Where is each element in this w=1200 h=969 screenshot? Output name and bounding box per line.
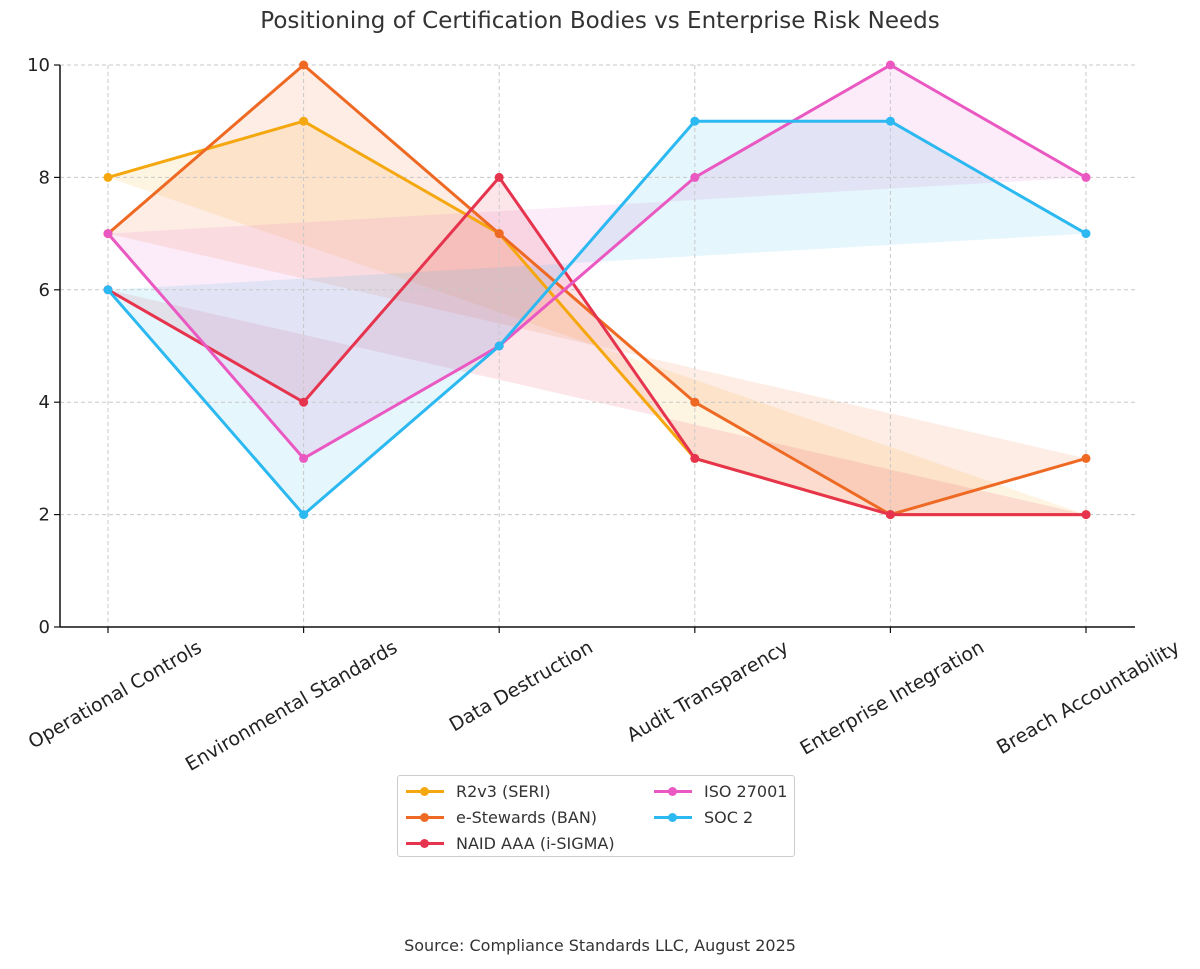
legend-swatch-iso-27001 <box>652 784 694 798</box>
point-soc-2-audit-transparency <box>690 116 700 126</box>
x-tick-label-enterprise-integration: Enterprise Integration <box>796 636 988 759</box>
point-naid-aaa-i-sigma-environmental-standards <box>299 397 309 407</box>
series-fill-soc-2 <box>108 121 1086 515</box>
point-r2v3-seri-environmental-standards <box>299 116 309 126</box>
legend-item-iso-27001: ISO 27001 <box>652 780 787 802</box>
point-soc-2-enterprise-integration <box>885 116 895 126</box>
legend-swatch-soc-2 <box>652 810 694 824</box>
x-tick-label-audit-transparency: Audit Transparency <box>623 636 792 746</box>
series-fill-r2v3-seri <box>108 121 1086 515</box>
point-naid-aaa-i-sigma-enterprise-integration <box>885 510 895 520</box>
point-iso-27001-breach-accountability <box>1081 172 1091 182</box>
legend-item-r2v3: R2v3 (SERI) <box>404 780 551 802</box>
point-e-stewards-ban-audit-transparency <box>690 397 700 407</box>
point-iso-27001-enterprise-integration <box>885 60 895 70</box>
point-r2v3-seri-operational-controls <box>103 172 113 182</box>
point-e-stewards-ban-data-destruction <box>494 229 504 239</box>
source-note: Source: Compliance Standards LLC, August… <box>404 936 796 955</box>
x-tick-label-data-destruction: Data Destruction <box>446 636 597 736</box>
y-tick-label-2: 2 <box>39 505 50 526</box>
legend-swatch-naid-aaa <box>404 836 446 850</box>
y-tick-label-4: 4 <box>39 392 50 413</box>
y-tick-label-6: 6 <box>39 280 50 301</box>
point-soc-2-operational-controls <box>103 285 113 295</box>
point-naid-aaa-i-sigma-breach-accountability <box>1081 510 1091 520</box>
legend-item-naid-aaa: NAID AAA (i-SIGMA) <box>404 832 615 854</box>
legend-label-soc-2: SOC 2 <box>704 807 754 827</box>
series-fill-e-stewards-ban <box>108 65 1086 515</box>
legend-label-r2v3: R2v3 (SERI) <box>456 781 551 801</box>
legend-swatch-e-stewards <box>404 810 446 824</box>
y-tick-label-0: 0 <box>39 617 50 638</box>
x-tick-label-breach-accountability: Breach Accountability <box>993 636 1183 759</box>
point-soc-2-breach-accountability <box>1081 229 1091 239</box>
point-iso-27001-operational-controls <box>103 229 113 239</box>
x-tick-label-operational-controls: Operational Controls <box>25 636 206 753</box>
legend-item-soc-2: SOC 2 <box>652 806 753 828</box>
chart-title: Positioning of Certification Bodies vs E… <box>260 8 940 34</box>
x-tick-label-environmental-standards: Environmental Standards <box>182 636 401 775</box>
legend-item-e-stewards: e-Stewards (BAN) <box>404 806 597 828</box>
point-iso-27001-audit-transparency <box>690 172 700 182</box>
legend-label-iso-27001: ISO 27001 <box>704 781 788 801</box>
point-naid-aaa-i-sigma-data-destruction <box>494 172 504 182</box>
series-line-naid-aaa-i-sigma <box>107 175 1086 517</box>
point-e-stewards-ban-environmental-standards <box>299 60 309 70</box>
point-naid-aaa-i-sigma-audit-transparency <box>690 453 700 463</box>
y-tick-label-8: 8 <box>39 167 50 188</box>
point-soc-2-data-destruction <box>494 341 504 351</box>
legend: R2v3 (SERI) e-Stewards (BAN) NAID AAA (i… <box>397 775 795 857</box>
y-tick-label-10: 10 <box>27 55 50 76</box>
series-line-iso-27001 <box>106 63 1087 460</box>
legend-label-naid-aaa: NAID AAA (i-SIGMA) <box>456 833 615 853</box>
legend-label-e-stewards: e-Stewards (BAN) <box>456 807 598 827</box>
series-line-soc-2 <box>106 119 1087 517</box>
legend-swatch-r2v3 <box>404 784 446 798</box>
point-soc-2-environmental-standards <box>299 510 309 520</box>
point-iso-27001-environmental-standards <box>299 453 309 463</box>
point-e-stewards-ban-breach-accountability <box>1081 453 1091 463</box>
series-fill-iso-27001 <box>108 65 1086 459</box>
